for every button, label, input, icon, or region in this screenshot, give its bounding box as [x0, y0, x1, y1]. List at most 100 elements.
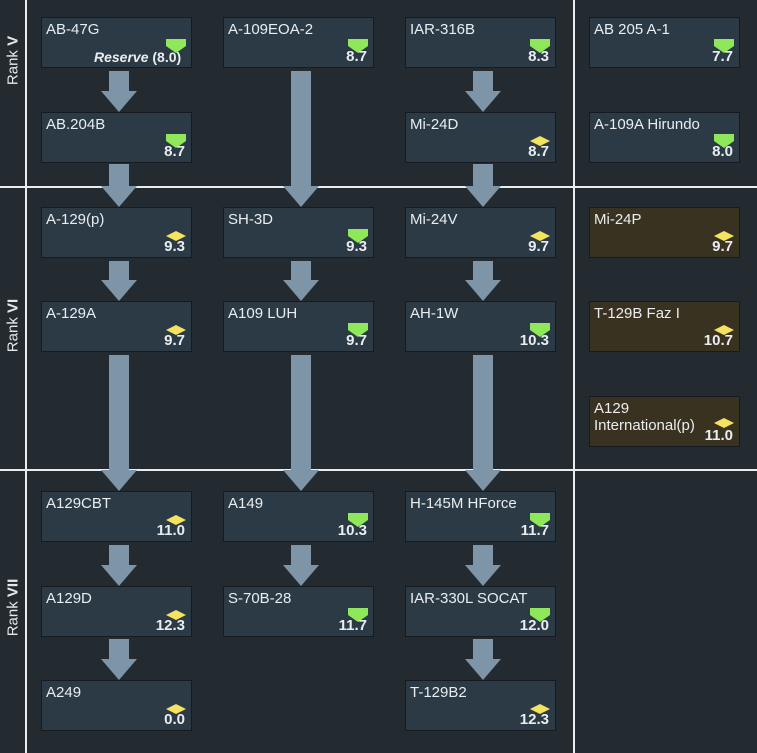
helicopter-icon	[530, 513, 550, 527]
vehicle-name: A149	[228, 495, 264, 512]
battle-rating: 11.0	[704, 427, 733, 444]
vehicle-card-a109eoa2[interactable]: A-109EOA-2 8.7	[223, 17, 374, 68]
rank-prefix: Rank	[4, 50, 22, 86]
research-arrow	[101, 261, 137, 301]
rank-numeral: V	[4, 35, 22, 46]
helicopter-icon	[348, 323, 368, 337]
helicopter-icon	[530, 608, 550, 622]
research-arrow	[465, 355, 501, 491]
rotor-icon	[714, 323, 734, 337]
vehicle-name: IAR-316B	[410, 21, 476, 38]
battle-rating: 9.7	[528, 238, 549, 255]
rank-divider-v-vi	[0, 186, 757, 188]
rotor-icon	[530, 702, 550, 716]
helicopter-icon	[530, 39, 550, 53]
rank-numeral: VI	[4, 298, 22, 313]
battle-rating: 11.0	[156, 522, 185, 539]
research-arrow	[283, 261, 319, 301]
vehicle-card-t129b2[interactable]: T-129B2 12.3	[405, 680, 556, 731]
vehicle-name: A-109A Hirundo	[594, 116, 700, 133]
vehicle-name: Mi-24P	[594, 211, 642, 228]
rotor-icon	[166, 513, 186, 527]
rotor-icon	[166, 229, 186, 243]
battle-rating: 9.7	[346, 332, 367, 349]
vehicle-card-mi24d[interactable]: Mi-24D 8.7	[405, 112, 556, 163]
vehicle-name: Mi-24V	[410, 211, 458, 228]
vehicle-card-a129p[interactable]: A-129(p) 9.3	[41, 207, 192, 258]
reserve-badge: Reserve (8.0)	[94, 49, 181, 65]
research-arrow	[465, 71, 501, 112]
research-arrow	[101, 639, 137, 680]
vehicle-card-a129a[interactable]: A-129A 9.7	[41, 301, 192, 352]
rotor-icon	[166, 323, 186, 337]
vehicle-card-mi24v[interactable]: Mi-24V 9.7	[405, 207, 556, 258]
vehicle-card-a249[interactable]: A249 0.0	[41, 680, 192, 731]
battle-rating: 10.3	[337, 522, 367, 539]
helicopter-icon	[348, 39, 368, 53]
rotor-icon	[714, 416, 734, 430]
battle-rating: 9.7	[164, 332, 185, 349]
vehicle-name: A-109EOA-2	[228, 21, 314, 38]
rank-divider-vi-vii	[0, 469, 757, 471]
research-arrow	[283, 545, 319, 586]
battle-rating: 10.7	[703, 332, 733, 349]
battle-rating: 12.3	[519, 711, 549, 728]
battle-rating: 7.7	[712, 48, 733, 65]
vehicle-name: T-129B2	[410, 684, 467, 701]
vehicle-card-ah1w[interactable]: AH-1W 10.3	[405, 301, 556, 352]
vehicle-name: AB.204B	[46, 116, 106, 133]
helicopter-icon	[348, 229, 368, 243]
vehicle-name: SH-3D	[228, 211, 274, 228]
reserve-label: Reserve	[94, 49, 149, 65]
vehicle-card-h145m[interactable]: H-145M HForce 11.7	[405, 491, 556, 542]
rank-numeral: VII	[4, 578, 22, 598]
rotor-icon	[530, 229, 550, 243]
vehicle-name: A129CBT	[46, 495, 112, 512]
battle-rating: 11.7	[338, 617, 367, 634]
research-arrow	[101, 355, 137, 491]
vehicle-name: S-70B-28	[228, 590, 292, 607]
vehicle-card-ab205a1[interactable]: AB 205 A-1 7.7	[589, 17, 740, 68]
vehicle-name: A-129A	[46, 305, 97, 322]
vehicle-name: A129D	[46, 590, 92, 607]
vehicle-card-iar316b[interactable]: IAR-316B 8.3	[405, 17, 556, 68]
battle-rating: 8.7	[528, 143, 549, 160]
vehicle-card-mi24p[interactable]: Mi-24P 9.7	[589, 207, 740, 258]
battle-rating: (8.0)	[152, 49, 182, 65]
vehicle-card-ab47g[interactable]: AB-47G Reserve (8.0)	[41, 17, 192, 68]
vehicle-card-ab204b[interactable]: AB.204B 8.7	[41, 112, 192, 163]
helicopter-icon	[530, 323, 550, 337]
vehicle-card-sh3d[interactable]: SH-3D 9.3	[223, 207, 374, 258]
vehicle-card-a129d[interactable]: A129D 12.3	[41, 586, 192, 637]
battle-rating: 9.7	[712, 238, 733, 255]
vehicle-card-s70b28[interactable]: S-70B-28 11.7	[223, 586, 374, 637]
rotor-icon	[166, 608, 186, 622]
rotor-icon	[166, 702, 186, 716]
vehicle-card-iar330l[interactable]: IAR-330L SOCAT 12.0	[405, 586, 556, 637]
rank-label-vii: Rank VII	[5, 573, 22, 643]
helicopter-icon	[348, 513, 368, 527]
helicopter-icon	[714, 134, 734, 148]
battle-rating: 0.0	[164, 711, 185, 728]
rotor-icon	[714, 229, 734, 243]
research-arrow	[465, 545, 501, 586]
vehicle-card-t129b-faz1[interactable]: T-129B Faz I 10.7	[589, 301, 740, 352]
battle-rating: 12.3	[155, 617, 185, 634]
vehicle-card-a109a-hirundo[interactable]: A-109A Hirundo 8.0	[589, 112, 740, 163]
vehicle-name: A109 LUH	[228, 305, 298, 322]
helicopter-icon	[348, 608, 368, 622]
helicopter-icon	[166, 134, 186, 148]
vehicle-card-a149[interactable]: A149 10.3	[223, 491, 374, 542]
vehicle-name: A249	[46, 684, 82, 701]
battle-rating: 8.7	[164, 143, 185, 160]
battle-rating: 9.3	[346, 238, 367, 255]
vehicle-card-a129-international[interactable]: A129 International(p) 11.0	[589, 396, 740, 447]
battle-rating: 8.0	[712, 143, 733, 160]
research-arrow	[465, 261, 501, 301]
rotor-icon	[530, 134, 550, 148]
vehicle-card-a109luh[interactable]: A109 LUH 9.7	[223, 301, 374, 352]
battle-rating: 9.3	[164, 238, 185, 255]
research-arrow	[283, 71, 319, 207]
vehicle-card-a129cbt[interactable]: A129CBT 11.0	[41, 491, 192, 542]
